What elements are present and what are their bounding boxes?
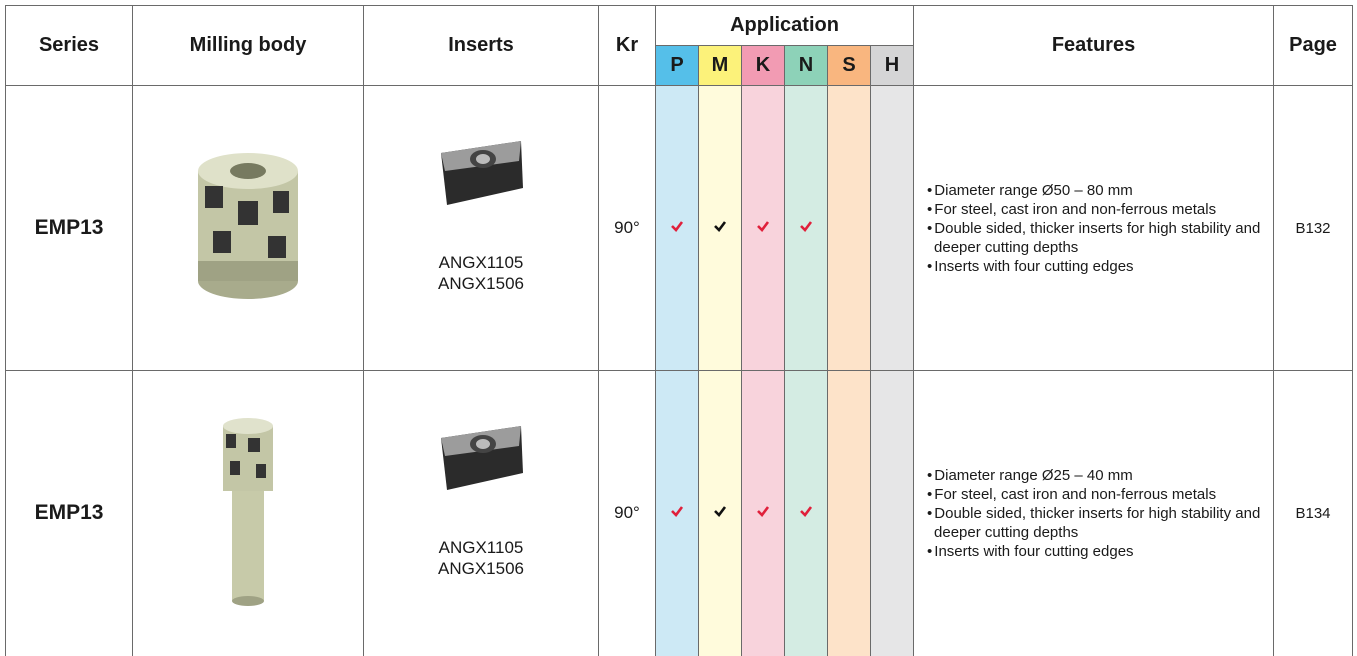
insert-spacer [364,503,598,537]
material-header: P [655,45,699,86]
feature-item: Double sided, thicker inserts for high s… [927,504,1273,542]
insert-code: ANGX1506 [438,273,524,293]
features: Diameter range Ø50 – 80 mmFor steel, cas… [913,85,1275,371]
material-header: M [698,45,742,86]
feature-item: Inserts with four cutting edges [927,542,1273,561]
product-table: Series Milling body Inserts Kr Applicati… [5,5,1354,656]
check-mark [714,221,727,232]
page-ref: B134 [1273,370,1354,656]
insert-image [364,418,598,503]
material-header: H [869,45,915,86]
check-mark [757,221,770,232]
milling-body-image [132,370,364,656]
check-mark [671,221,684,232]
application-cell [698,370,742,656]
feature-list: Diameter range Ø25 – 40 mmFor steel, cas… [918,466,1273,561]
header-kr: Kr [598,5,656,86]
header-milling-body: Milling body [132,5,364,86]
insert-code: ANGX1506 [438,558,524,578]
header-series: Series [5,5,133,86]
application-cell [827,370,871,656]
insert-code: ANGX1105 [438,252,524,272]
feature-list: Diameter range Ø50 – 80 mmFor steel, cas… [918,181,1273,276]
insert-spacer [364,218,598,252]
features: Diameter range Ø25 – 40 mmFor steel, cas… [913,370,1275,656]
application-cell [869,85,915,371]
check-mark [800,506,813,518]
milling-body-image [132,85,364,371]
application-cell [784,85,828,371]
application-cell [869,370,915,656]
inserts: ANGX1105 ANGX1506 [363,85,599,371]
kr: 90° [598,85,656,371]
feature-item: Double sided, thicker inserts for high s… [927,219,1273,257]
page-ref: B132 [1273,85,1354,371]
check-mark [714,506,727,518]
insert-spacer [364,294,598,324]
feature-item: Diameter range Ø50 – 80 mm [927,181,1273,200]
kr: 90° [598,370,656,656]
material-header: N [784,45,828,86]
application-cell [784,370,828,656]
feature-item: For steel, cast iron and non-ferrous met… [927,485,1273,504]
application-cell [655,370,699,656]
series: EMP13 [5,85,133,371]
application-cell [741,370,785,656]
application-cell [741,85,785,371]
insert-spacer [364,579,598,609]
feature-item: For steel, cast iron and non-ferrous met… [927,200,1273,219]
application-cell [827,85,871,371]
header-features: Features [913,5,1275,86]
feature-item: Diameter range Ø25 – 40 mm [927,466,1273,485]
application-cell [655,85,699,371]
header-inserts: Inserts [363,5,599,86]
insert-image [364,133,598,218]
material-header: K [741,45,785,86]
series: EMP13 [5,370,133,656]
feature-item: Inserts with four cutting edges [927,257,1273,276]
material-header: S [827,45,871,86]
application-cell [698,85,742,371]
check-mark [757,506,770,518]
header-application: Application [654,5,915,46]
inserts: ANGX1105 ANGX1506 [363,370,599,656]
header-page: Page [1273,5,1354,86]
insert-code: ANGX1105 [438,537,524,557]
check-mark [800,221,813,232]
check-mark [671,506,684,518]
